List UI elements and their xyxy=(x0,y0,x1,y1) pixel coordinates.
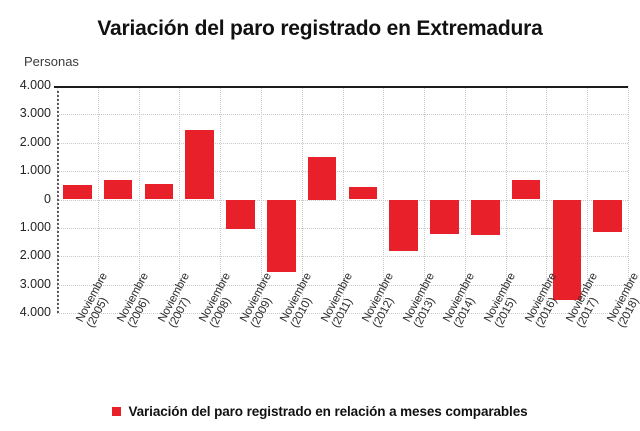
bar[interactable] xyxy=(144,183,174,200)
bar[interactable] xyxy=(389,199,418,251)
bar[interactable] xyxy=(185,129,215,200)
y-tick-label: 0 xyxy=(44,191,51,206)
zero-baseline xyxy=(54,86,628,88)
x-axis-tick-labels: Noviembre (2005) Noviembre (2006) Noviembre(… xyxy=(57,271,640,395)
gridline-vertical xyxy=(424,86,426,313)
chart-legend: Variación del paro registrado en relació… xyxy=(0,404,640,419)
y-axis-tick-labels: 4.000 3.000 2.000 1.000 0 1.000 2.000 3.000 4.00… xyxy=(0,79,51,318)
gridline-vertical xyxy=(260,86,262,313)
bar[interactable] xyxy=(307,156,337,200)
y-axis-line xyxy=(57,86,59,313)
y-tick-label: 3.000 xyxy=(19,106,51,121)
gridline-vertical xyxy=(342,86,344,313)
bar[interactable] xyxy=(470,199,500,235)
y-tick-label: 2.000 xyxy=(19,248,51,263)
gridline-vertical xyxy=(628,86,629,313)
bar[interactable] xyxy=(226,199,255,230)
y-tick-label: 1.000 xyxy=(19,219,51,234)
gridline-vertical xyxy=(301,86,303,313)
gridline-vertical xyxy=(546,86,548,313)
bar[interactable] xyxy=(348,186,378,200)
y-tick-label: 2.000 xyxy=(19,134,51,149)
gridline-horizontal xyxy=(57,313,628,314)
y-tick-label: 1.000 xyxy=(19,163,51,178)
legend-label: Variación del paro registrado en relació… xyxy=(128,404,528,419)
y-tick-label: 4.000 xyxy=(19,305,51,319)
y-tick-label: 3.000 xyxy=(19,276,51,291)
bar[interactable] xyxy=(593,199,622,233)
bar[interactable] xyxy=(511,179,541,200)
bar[interactable] xyxy=(552,199,582,301)
gridline-vertical xyxy=(220,86,222,313)
gridline-vertical xyxy=(138,86,140,313)
gridline-vertical xyxy=(383,86,385,313)
gridline-vertical xyxy=(179,86,181,313)
chart-title: Variación del paro registrado en Extrema… xyxy=(97,17,543,40)
bar[interactable] xyxy=(63,184,92,200)
bar[interactable] xyxy=(430,199,459,234)
gridline-vertical xyxy=(505,86,507,313)
gridline-vertical xyxy=(587,86,589,313)
y-tick-label: 4.000 xyxy=(19,78,51,92)
plot-area xyxy=(54,86,629,314)
gridline-vertical xyxy=(464,86,466,313)
y-axis-unit-label: Personas xyxy=(24,54,79,69)
bar[interactable] xyxy=(267,199,296,273)
bar[interactable] xyxy=(103,179,133,200)
legend-swatch-icon xyxy=(112,407,122,416)
gridline-vertical xyxy=(97,86,99,313)
